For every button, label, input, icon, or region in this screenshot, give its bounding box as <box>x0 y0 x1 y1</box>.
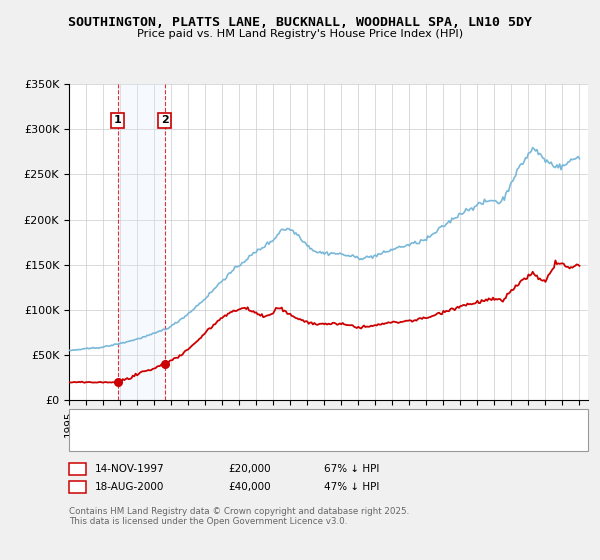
Text: £40,000: £40,000 <box>228 482 271 492</box>
Bar <box>118 84 165 400</box>
Text: 47% ↓ HPI: 47% ↓ HPI <box>324 482 379 492</box>
Text: Price paid vs. HM Land Registry's House Price Index (HPI): Price paid vs. HM Land Registry's House … <box>137 29 463 39</box>
Text: 67% ↓ HPI: 67% ↓ HPI <box>324 464 379 474</box>
Text: 18-AUG-2000: 18-AUG-2000 <box>95 482 164 492</box>
Text: HPI: Average price, detached house, East Lindsey: HPI: Average price, detached house, East… <box>105 435 341 444</box>
Text: 2: 2 <box>74 482 81 492</box>
Text: 14-NOV-1997: 14-NOV-1997 <box>95 464 164 474</box>
Text: SOUTHINGTON, PLATTS LANE, BUCKNALL, WOODHALL SPA, LN10 5DY: SOUTHINGTON, PLATTS LANE, BUCKNALL, WOOD… <box>68 16 532 29</box>
Text: 2: 2 <box>161 115 169 125</box>
Text: 1: 1 <box>114 115 122 125</box>
Text: 1: 1 <box>74 464 81 474</box>
Text: £20,000: £20,000 <box>228 464 271 474</box>
Text: SOUTHINGTON, PLATTS LANE, BUCKNALL, WOODHALL SPA, LN10 5DY (detached house): SOUTHINGTON, PLATTS LANE, BUCKNALL, WOOD… <box>105 417 520 426</box>
Text: Contains HM Land Registry data © Crown copyright and database right 2025.
This d: Contains HM Land Registry data © Crown c… <box>69 507 409 526</box>
